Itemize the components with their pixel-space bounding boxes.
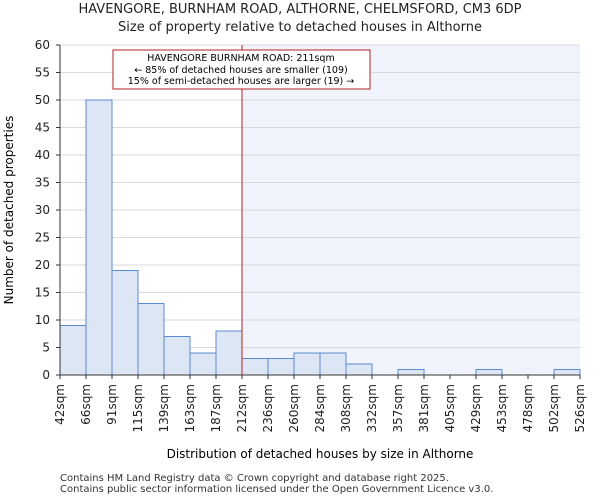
x-tick-label-20: 526sqm — [573, 384, 587, 432]
x-tick-label-18: 478sqm — [521, 384, 535, 432]
y-tick-label-12: 60 — [35, 38, 50, 52]
x-tick-label-11: 308sqm — [339, 384, 353, 432]
annotation-line-1: HAVENGORE BURNHAM ROAD: 211sqm — [147, 53, 334, 64]
x-tick-label-0: 42sqm — [53, 384, 67, 425]
x-tick-label-5: 163sqm — [183, 384, 197, 432]
y-tick-label-7: 35 — [35, 176, 50, 190]
y-axis-label: Number of detached properties — [2, 116, 16, 305]
y-tick-label-8: 40 — [35, 148, 50, 162]
y-tick-label-9: 45 — [35, 121, 50, 135]
y-tick-label-1: 5 — [42, 341, 50, 355]
bar-19 — [553, 369, 581, 376]
bar-11 — [345, 363, 373, 376]
x-tick-label-6: 187sqm — [209, 384, 223, 432]
x-tick-label-8: 236sqm — [261, 384, 275, 432]
x-tick-label-10: 284sqm — [313, 384, 327, 432]
y-tick-label-3: 15 — [35, 286, 50, 300]
y-tick-label-5: 25 — [35, 231, 50, 245]
bar-16 — [475, 369, 503, 376]
chart-subtitle: Size of property relative to detached ho… — [118, 20, 482, 35]
bar-7 — [241, 358, 269, 376]
bar-0 — [59, 325, 87, 376]
y-tick-label-0: 0 — [42, 368, 50, 382]
footer-line-1: Contains HM Land Registry data © Crown c… — [60, 473, 449, 484]
bar-5 — [189, 352, 217, 376]
x-tick-label-7: 212sqm — [235, 384, 249, 432]
x-tick-label-9: 260sqm — [287, 384, 301, 432]
bar-1 — [85, 99, 113, 376]
bar-9 — [293, 352, 321, 376]
y-tick-label-2: 10 — [35, 313, 50, 327]
x-tick-label-14: 381sqm — [417, 384, 431, 432]
x-tick-label-17: 453sqm — [495, 384, 509, 432]
bar-3 — [137, 303, 165, 376]
x-tick-label-1: 66sqm — [79, 384, 93, 425]
x-tick-label-3: 115sqm — [131, 384, 145, 432]
footer-line-2: Contains public sector information licen… — [60, 484, 494, 495]
x-axis-label: Distribution of detached houses by size … — [167, 447, 474, 461]
chart-title: HAVENGORE, BURNHAM ROAD, ALTHORNE, CHELM… — [78, 2, 522, 17]
bar-10 — [319, 352, 347, 376]
x-tick-label-13: 357sqm — [391, 384, 405, 432]
x-tick-label-2: 91sqm — [105, 384, 119, 425]
bar-8 — [267, 358, 295, 376]
annotation-line-2: ← 85% of detached houses are smaller (10… — [134, 65, 347, 76]
annotation-line-3: 15% of semi-detached houses are larger (… — [128, 76, 355, 87]
x-tick-label-19: 502sqm — [547, 384, 561, 432]
y-tick-labels: 0 5 10 15 20 25 30 35 40 45 50 55 60 — [35, 38, 60, 382]
bar-2 — [111, 270, 139, 376]
bar-13 — [397, 369, 425, 376]
x-tick-label-4: 139sqm — [157, 384, 171, 432]
annotation-box — [112, 49, 371, 90]
bars — [59, 99, 581, 376]
x-tick-label-16: 429sqm — [469, 384, 483, 432]
y-tick-label-4: 20 — [35, 258, 50, 272]
y-tick-label-10: 50 — [35, 93, 50, 107]
x-tick-label-15: 405sqm — [443, 384, 457, 432]
x-tick-labels: 42sqm 66sqm 91sqm 115sqm 139sqm 163sqm 187sqm 2… — [53, 375, 587, 432]
y-tick-label-6: 30 — [35, 203, 50, 217]
x-tick-label-12: 332sqm — [365, 384, 379, 432]
bar-6 — [215, 330, 243, 376]
y-tick-label-11: 55 — [35, 66, 50, 80]
bar-4 — [163, 336, 191, 376]
